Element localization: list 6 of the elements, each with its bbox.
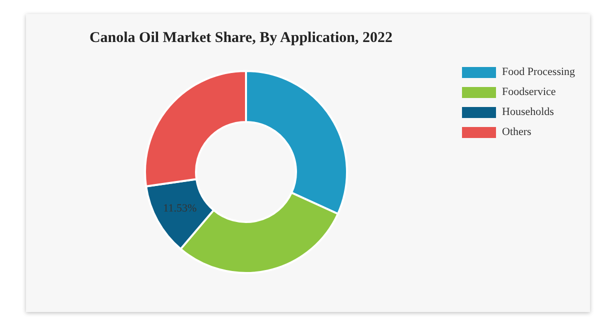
legend-label: Households [502, 106, 554, 118]
legend-label: Food Processing [502, 66, 576, 78]
legend-label: Foodservice [502, 86, 556, 98]
chart-title: Canola Oil Market Share, By Application, 2022 [88, 30, 394, 47]
data-label: 11.53% [163, 202, 197, 215]
legend-label: Others [502, 126, 532, 138]
